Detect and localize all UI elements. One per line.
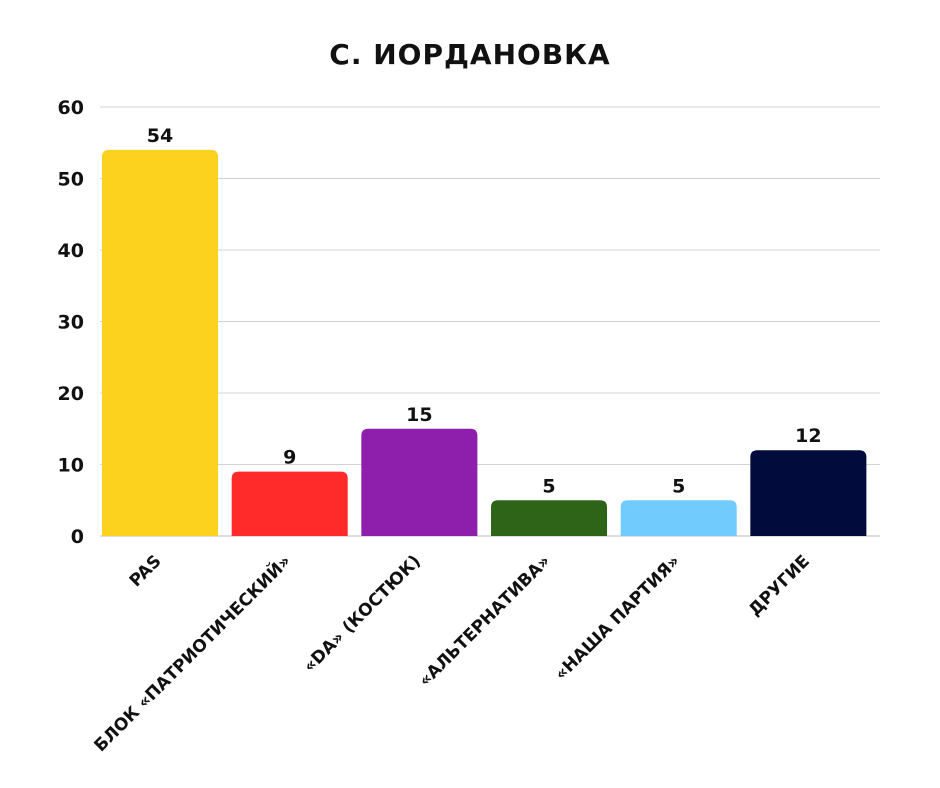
y-tick-label: 20 [58,383,84,405]
y-tick-label: 30 [58,312,84,334]
bar [620,500,737,536]
x-tick-label: PAS [126,551,166,591]
y-tick-label: 10 [58,455,84,477]
bars [102,149,867,536]
x-tick-label: БЛОК «ПАТРИОТИЧЕСКИЙ» [89,550,295,756]
x-tick-label: «АЛЬТЕРНАТИВА» [415,551,554,690]
gridlines [100,106,880,537]
y-tick-label: 60 [58,97,84,119]
y-tick-label: 50 [58,169,84,191]
x-tick-label: «DA» (КОСТЮК) [300,551,425,676]
y-axis: 0 10 20 30 40 50 60 [58,97,84,548]
chart-title: С. ИОРДАНОВКА [329,38,611,71]
data-label: 5 [672,475,685,497]
data-label: 5 [542,475,555,497]
bar [750,450,867,536]
x-tick-label: «НАША ПАРТИЯ» [551,551,684,684]
data-labels: 54 9 15 5 5 12 [147,125,822,497]
y-tick-label: 0 [71,526,84,548]
data-label: 54 [147,125,173,147]
bar [361,428,478,536]
data-label: 12 [795,425,821,447]
y-tick-label: 40 [58,240,84,262]
bar [231,471,348,536]
bar [491,500,608,536]
data-label: 9 [283,447,296,469]
x-tick-label: ДРУГИЕ [745,551,814,620]
data-label: 15 [406,404,432,426]
bar [102,149,219,536]
